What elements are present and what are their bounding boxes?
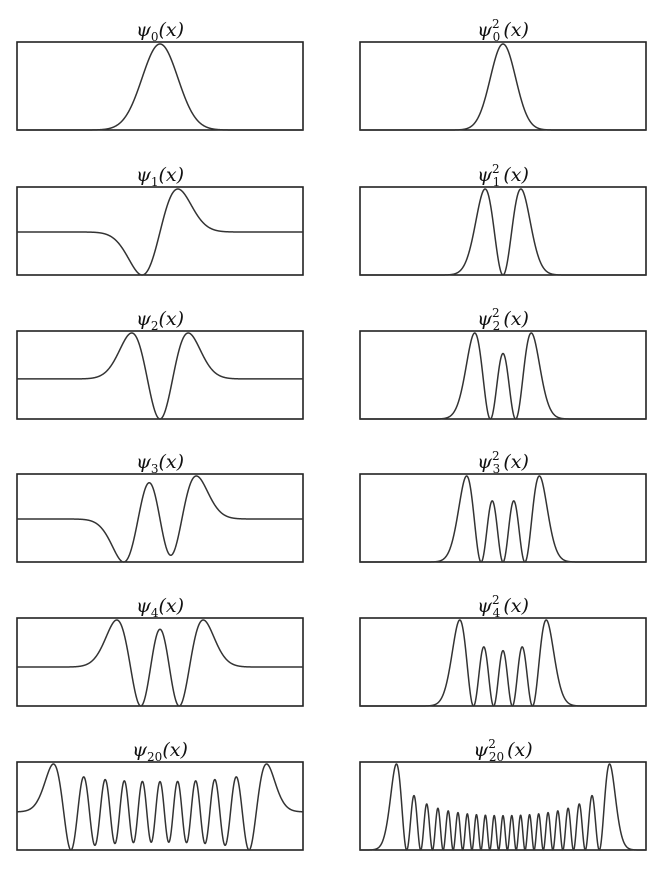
title-argument: (x) <box>159 19 185 41</box>
title-superscript: 2 <box>492 449 500 463</box>
panel-psi2-squared: ψ2 2 (x) <box>359 306 647 420</box>
title-superscript: 2 <box>492 306 500 320</box>
series-line <box>16 43 304 131</box>
title-superscript: 2 <box>492 162 500 176</box>
title-argument: (x) <box>159 595 185 617</box>
panel-frame <box>359 186 647 276</box>
panel-frame <box>359 761 647 851</box>
title-symbol: ψ <box>477 451 493 473</box>
panel-psi3: ψ3(x) <box>16 451 304 563</box>
panel-title: ψ2 3 (x) <box>477 449 529 476</box>
series-line <box>16 332 304 420</box>
title-argument: (x) <box>503 164 529 186</box>
title-superscript: 2 <box>492 17 500 31</box>
title-symbol: ψ <box>477 164 493 186</box>
title-argument: (x) <box>503 595 529 617</box>
title-superscript: 2 <box>492 593 500 607</box>
title-symbol: ψ <box>477 308 493 330</box>
panel-psi0: ψ0(x) <box>16 19 304 131</box>
panel-psi3-squared: ψ2 3 (x) <box>359 449 647 563</box>
title-subscript: 1 <box>493 175 501 189</box>
panel-title: ψ4(x) <box>136 595 184 620</box>
panel-title: ψ2(x) <box>136 308 184 333</box>
panel-frame <box>359 330 647 420</box>
series-line <box>16 619 304 707</box>
panel-title: ψ1(x) <box>136 164 184 189</box>
title-subscript: 2 <box>493 319 501 333</box>
title-subscript: 4 <box>151 606 159 620</box>
title-symbol: ψ <box>132 739 148 761</box>
panel-psi20: ψ20(x) <box>16 739 304 851</box>
panel-title: ψ20(x) <box>132 739 188 764</box>
panel-frame <box>359 473 647 563</box>
title-argument: (x) <box>162 739 188 761</box>
panel-psi0-squared: ψ2 0 (x) <box>359 17 647 131</box>
panel-psi1-squared: ψ2 1 (x) <box>359 162 647 276</box>
panel-frame <box>16 617 304 707</box>
series-line <box>16 475 304 563</box>
series-line <box>359 43 647 131</box>
title-argument: (x) <box>503 308 529 330</box>
panel-title: ψ0(x) <box>136 19 184 44</box>
title-symbol: ψ <box>136 595 152 617</box>
title-argument: (x) <box>159 308 185 330</box>
title-argument: (x) <box>159 451 185 473</box>
title-argument: (x) <box>503 451 529 473</box>
series-line <box>359 188 647 276</box>
series-line <box>359 332 647 420</box>
panel-frame <box>16 41 304 131</box>
title-subscript: 4 <box>493 606 501 620</box>
series-line <box>16 763 304 851</box>
panel-frame <box>16 186 304 276</box>
title-symbol: ψ <box>136 19 152 41</box>
panel-frame <box>16 330 304 420</box>
title-symbol: ψ <box>136 164 152 186</box>
panel-frame <box>359 617 647 707</box>
panel-psi2: ψ2(x) <box>16 308 304 420</box>
title-superscript: 2 <box>488 737 496 751</box>
title-subscript: 1 <box>151 175 159 189</box>
panel-psi4-squared: ψ2 4 (x) <box>359 593 647 707</box>
panel-frame <box>16 473 304 563</box>
panel-title: ψ3(x) <box>136 451 184 476</box>
title-argument: (x) <box>507 739 533 761</box>
title-subscript: 20 <box>147 750 162 764</box>
title-subscript: 3 <box>151 462 159 476</box>
panel-title: ψ2 2 (x) <box>477 306 529 333</box>
title-subscript: 3 <box>493 462 501 476</box>
panel-psi4: ψ4(x) <box>16 595 304 707</box>
title-symbol: ψ <box>136 308 152 330</box>
title-subscript: 0 <box>493 30 501 44</box>
title-subscript: 0 <box>151 30 159 44</box>
title-symbol: ψ <box>136 451 152 473</box>
title-argument: (x) <box>159 164 185 186</box>
panel-frame <box>359 41 647 131</box>
title-symbol: ψ <box>477 19 493 41</box>
panel-title: ψ2 20 (x) <box>473 737 532 764</box>
title-subscript: 20 <box>489 750 504 764</box>
title-symbol: ψ <box>477 595 493 617</box>
series-line <box>16 188 304 276</box>
title-subscript: 2 <box>151 319 159 333</box>
panel-psi20-squared: ψ2 20 (x) <box>359 737 647 851</box>
title-symbol: ψ <box>473 739 489 761</box>
series-line <box>359 763 647 851</box>
panel-title: ψ2 1 (x) <box>477 162 529 189</box>
panel-frame <box>16 761 304 851</box>
panel-title: ψ2 4 (x) <box>477 593 529 620</box>
series-line <box>359 619 647 707</box>
panel-psi1: ψ1(x) <box>16 164 304 276</box>
title-argument: (x) <box>503 19 529 41</box>
series-line <box>359 475 647 563</box>
